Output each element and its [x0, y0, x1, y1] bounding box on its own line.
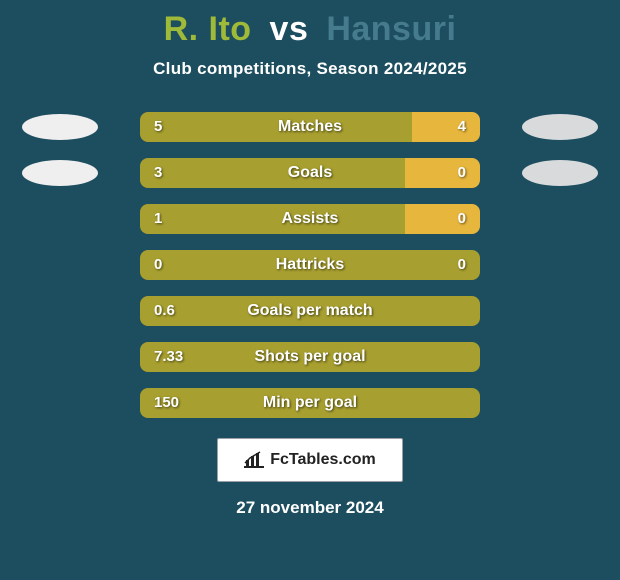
stat-bar-fill-p1 — [140, 112, 412, 142]
stat-bar-fill-p2 — [412, 112, 480, 142]
stat-value-p2: 0 — [458, 204, 466, 234]
player2-avatar — [522, 160, 598, 186]
vs-separator: vs — [270, 10, 309, 48]
stat-row: 150Min per goal — [0, 388, 620, 418]
stat-bar-track: 10Assists — [140, 204, 480, 234]
stat-bar-track: 54Matches — [140, 112, 480, 142]
comparison-card: R. Ito vs Hansuri Club competitions, Sea… — [0, 0, 620, 580]
stat-bar-track: 00Hattricks — [140, 250, 480, 280]
stat-row: 7.33Shots per goal — [0, 342, 620, 372]
stat-value-p1: 150 — [154, 388, 179, 418]
stat-bar-fill-p1 — [140, 296, 480, 326]
stat-value-p1: 0 — [154, 250, 162, 280]
stat-bar-fill-p2 — [405, 204, 480, 234]
stat-bar-fill-p1 — [140, 342, 480, 372]
stat-value-p1: 7.33 — [154, 342, 183, 372]
player1-avatar — [22, 160, 98, 186]
stat-value-p2: 0 — [458, 250, 466, 280]
stat-bar-fill-p1 — [140, 250, 480, 280]
page-title: R. Ito vs Hansuri — [0, 0, 620, 49]
stat-row: 0.6Goals per match — [0, 296, 620, 326]
stat-bar-track: 7.33Shots per goal — [140, 342, 480, 372]
stat-bar-fill-p1 — [140, 158, 405, 188]
stat-bar-fill-p1 — [140, 204, 405, 234]
stat-row: 10Assists — [0, 204, 620, 234]
stat-value-p1: 3 — [154, 158, 162, 188]
stat-value-p1: 1 — [154, 204, 162, 234]
source-badge-text: FcTables.com — [270, 451, 376, 469]
player1-name: R. Ito — [164, 10, 252, 48]
stat-row: 00Hattricks — [0, 250, 620, 280]
stat-bar-track: 30Goals — [140, 158, 480, 188]
stat-bar-track: 0.6Goals per match — [140, 296, 480, 326]
stat-value-p1: 0.6 — [154, 296, 175, 326]
stat-value-p2: 4 — [458, 112, 466, 142]
chart-icon — [244, 451, 264, 469]
date-text: 27 november 2024 — [0, 498, 620, 518]
stat-row: 30Goals — [0, 158, 620, 188]
stats-chart: 54Matches30Goals10Assists00Hattricks0.6G… — [0, 112, 620, 434]
stat-bar-track: 150Min per goal — [140, 388, 480, 418]
subtitle: Club competitions, Season 2024/2025 — [0, 59, 620, 79]
player1-avatar — [22, 114, 98, 140]
stat-value-p1: 5 — [154, 112, 162, 142]
stat-row: 54Matches — [0, 112, 620, 142]
player2-name: Hansuri — [326, 10, 456, 48]
source-badge[interactable]: FcTables.com — [217, 438, 403, 482]
stat-value-p2: 0 — [458, 158, 466, 188]
stat-bar-fill-p2 — [405, 158, 480, 188]
player2-avatar — [522, 114, 598, 140]
stat-bar-fill-p1 — [140, 388, 480, 418]
